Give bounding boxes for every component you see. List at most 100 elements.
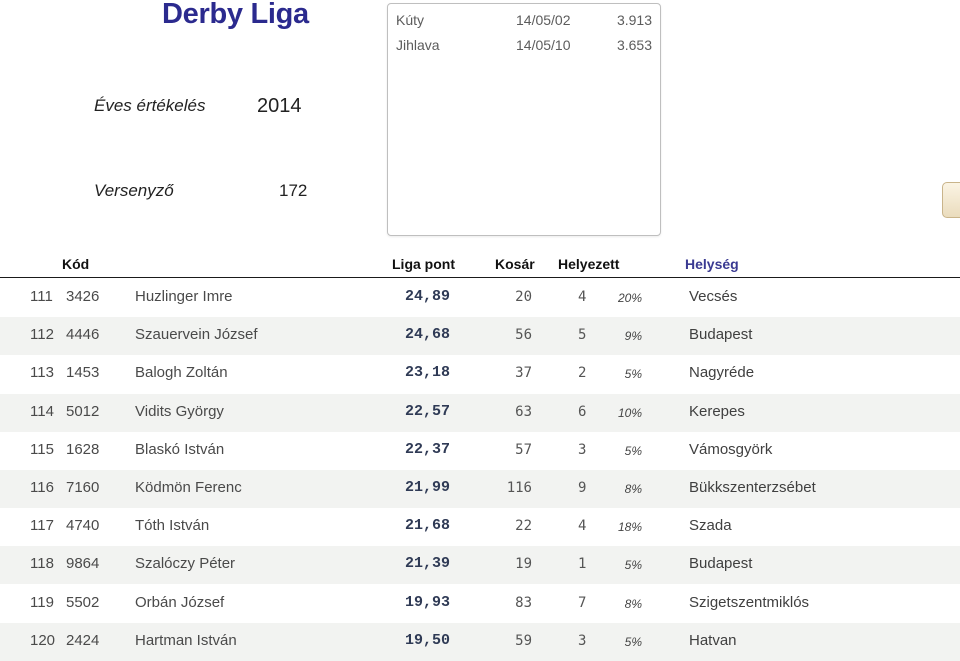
percent-value: 20% — [617, 291, 642, 305]
town-name: Vámosgyörk — [689, 440, 773, 458]
competitor-name: Huzlinger Imre — [135, 288, 233, 305]
league-points: 19,50 — [405, 631, 451, 649]
basket-value: 20 — [515, 289, 532, 305]
placed-value: 5 — [578, 327, 587, 344]
competitor-code: 4446 — [66, 326, 100, 344]
competitor-name: Orbán József — [135, 593, 225, 611]
table-row[interactable]: 116 7160 Ködmön Ferenc 21,99 116 9 8% Bükkszent… — [0, 470, 960, 508]
competitor-name: Tóth István — [135, 517, 210, 535]
town-name: Nagyréde — [689, 364, 755, 382]
competitor-name: Hartman István — [135, 631, 237, 649]
competitor-count: 172 — [279, 181, 308, 200]
percent-value: 18% — [617, 520, 642, 535]
season-label: Éves értékelés — [94, 96, 206, 115]
competitor-code: 9864 — [66, 555, 100, 573]
race-name: Jihlava — [396, 37, 440, 53]
table-row[interactable]: 113 1453 Balogh Zoltán 23,18 37 2 5% Nagyréde — [0, 355, 960, 393]
placed-value: 6 — [578, 403, 587, 420]
percent-value: 8% — [624, 482, 642, 496]
competitor-code: 5502 — [66, 593, 100, 611]
rank-number: 114 — [30, 402, 54, 420]
rank-number: 115 — [30, 440, 54, 458]
league-points: 24,68 — [405, 326, 451, 344]
header-placed[interactable]: Helyezett — [558, 256, 620, 272]
basket-value: 19 — [515, 556, 532, 573]
header-town[interactable]: Helység — [685, 256, 739, 272]
race-list-popup[interactable]: Kúty 14/05/02 3.913 Jihlava 14/05/10 3.6… — [387, 3, 661, 236]
competitor-code: 1453 — [66, 364, 100, 382]
competitor-name: Blaskó István — [135, 440, 225, 458]
town-name: Vecsés — [689, 288, 738, 305]
league-points: 21,99 — [405, 479, 451, 496]
placed-value: 3 — [578, 632, 587, 649]
competitor-code: 3426 — [66, 288, 100, 305]
percent-value: 9% — [624, 329, 642, 344]
rank-number: 119 — [30, 593, 54, 611]
race-value: 3.913 — [616, 12, 652, 28]
rank-number: 111 — [30, 288, 53, 305]
table-row[interactable]: 112 4446 Szauervein József 24,68 56 5 9% Budape… — [0, 317, 960, 356]
placed-value: 9 — [578, 480, 587, 496]
popup-row[interactable]: Jihlava 14/05/10 3.653 — [396, 37, 654, 59]
table-row[interactable]: 118 9864 Szalóczy Péter 21,39 19 1 5% Budapest — [0, 546, 960, 585]
placed-value: 2 — [578, 365, 587, 382]
rank-number: 120 — [30, 631, 56, 649]
competitor-name: Szalóczy Péter — [135, 555, 236, 573]
page-title: Derby Liga — [162, 0, 309, 30]
town-name: Szada — [689, 517, 732, 535]
popup-row[interactable]: Kúty 14/05/02 3.913 — [396, 12, 654, 34]
basket-value: 59 — [515, 632, 532, 649]
race-date: 14/05/02 — [516, 12, 571, 28]
rank-number: 116 — [30, 479, 54, 496]
header-code[interactable]: Kód — [62, 256, 90, 272]
season-value[interactable]: 2014 — [257, 95, 302, 117]
competitor-code: 7160 — [66, 479, 100, 496]
placed-value: 7 — [578, 594, 587, 611]
rank-number: 117 — [30, 517, 54, 535]
town-name: Budapest — [689, 326, 753, 344]
competitor-name: Ködmön Ferenc — [135, 479, 242, 496]
percent-value: 8% — [624, 596, 642, 611]
header-league-points[interactable]: Liga pont — [392, 256, 455, 272]
header-basket[interactable]: Kosár — [495, 256, 535, 272]
table-row[interactable]: 120 2424 Hartman István 19,50 59 3 5% Hatvan — [0, 622, 960, 661]
town-name: Szigetszentmiklós — [689, 593, 810, 611]
percent-value: 5% — [624, 443, 642, 458]
percent-value: 5% — [624, 558, 642, 573]
placed-value: 4 — [578, 518, 587, 535]
league-points: 22,37 — [405, 440, 451, 458]
placed-value: 1 — [578, 556, 587, 573]
table-row[interactable]: 115 1628 Blaskó István 22,37 57 3 5% Vámosgyörk — [0, 432, 960, 470]
league-points: 22,57 — [405, 402, 451, 420]
race-value: 3.653 — [616, 37, 652, 53]
table-row[interactable]: 114 5012 Vidits György 22,57 63 6 10% Kerepes — [0, 393, 960, 432]
competitor-code: 5012 — [66, 402, 100, 420]
placed-value: 4 — [578, 289, 587, 305]
table-row[interactable]: 117 4740 Tóth István 21,68 22 4 18% Szada — [0, 508, 960, 546]
competitor-code: 4740 — [66, 517, 100, 535]
town-name: Kerepes — [689, 402, 745, 420]
league-points: 21,39 — [405, 555, 451, 573]
table-row[interactable]: 119 5502 Orbán József 19,93 83 7 8% Szigetszent… — [0, 585, 960, 623]
race-name: Kúty — [396, 12, 425, 28]
table-row[interactable]: 111 3426 Huzlinger Imre 24,89 20 4 20% Vecsés — [0, 279, 960, 317]
town-name: Budapest — [689, 555, 753, 573]
competitor-code: 2424 — [66, 631, 100, 649]
race-date: 14/05/10 — [516, 37, 571, 53]
league-points: 23,18 — [405, 364, 451, 382]
basket-value: 116 — [506, 480, 532, 496]
side-tab-button[interactable] — [942, 182, 960, 218]
basket-value: 56 — [515, 327, 532, 344]
placed-value: 3 — [578, 441, 587, 458]
basket-value: 63 — [515, 403, 532, 420]
header-divider — [0, 277, 960, 278]
competitor-name: Balogh Zoltán — [135, 364, 228, 382]
percent-value: 5% — [624, 367, 642, 382]
competitor-label: Versenyző — [94, 181, 174, 200]
percent-value: 10% — [617, 405, 642, 420]
league-points: 19,93 — [405, 593, 451, 611]
town-name: Bükkszenterzsébet — [689, 479, 816, 496]
rank-number: 118 — [30, 555, 54, 573]
rank-number: 112 — [30, 326, 54, 344]
town-name: Hatvan — [689, 631, 737, 649]
